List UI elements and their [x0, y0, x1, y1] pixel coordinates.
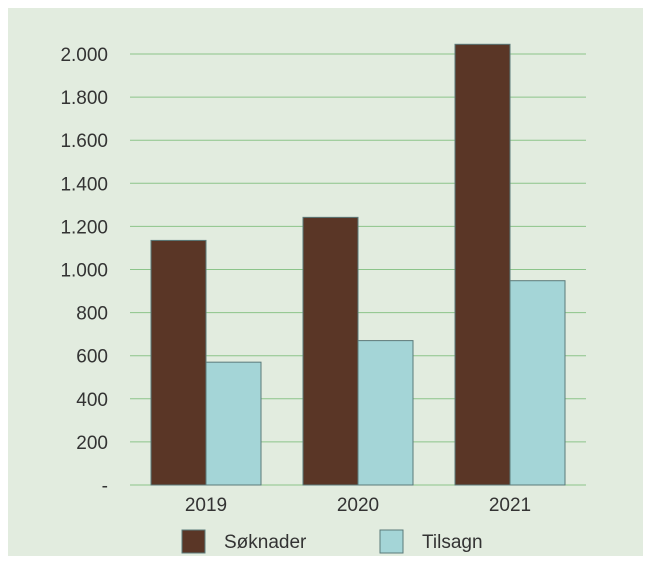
legend: Søknader Tilsagn	[181, 529, 483, 554]
bar-chart: - 200 400 600 800 1.000 1.200 1.400 1.600 1.800 2.…	[60, 43, 586, 554]
y-tick-label: 1.200	[60, 217, 108, 238]
legend-swatch	[181, 529, 206, 554]
y-tick-label: 2.000	[60, 45, 108, 66]
y-tick-label: 400	[76, 390, 108, 411]
bar-sknader-2019	[150, 239, 207, 486]
bar-tilsagn-2021	[509, 280, 566, 486]
y-tick-label: 200	[76, 433, 108, 454]
bar-sknader-2021	[454, 43, 511, 486]
y-tick-label: 1.000	[60, 261, 108, 282]
axes: - 200 400 600 800 1.000 1.200 1.400 1.600 1.800 2.…	[60, 45, 531, 516]
y-tick-label: 600	[76, 347, 108, 368]
legend-label: Søknader	[224, 532, 307, 553]
legend-label: Tilsagn	[422, 532, 483, 553]
x-tick-label: 2021	[489, 495, 531, 516]
x-tick-label: 2019	[185, 495, 227, 516]
legend-swatch	[379, 529, 404, 554]
y-tick-label: 1.800	[60, 88, 108, 109]
chart-panel: - 200 400 600 800 1.000 1.200 1.400 1.600 1.800 2.…	[8, 8, 643, 556]
y-tick-label: 1.400	[60, 174, 108, 195]
bar-tilsagn-2019	[205, 361, 262, 486]
bar-tilsagn-2020	[357, 340, 414, 486]
y-tick-label: 1.600	[60, 131, 108, 152]
bar-sknader-2020	[302, 216, 359, 486]
bars	[150, 43, 566, 486]
y-tick-label: 800	[76, 304, 108, 325]
x-tick-label: 2020	[337, 495, 379, 516]
y-tick-label: -	[102, 476, 108, 497]
